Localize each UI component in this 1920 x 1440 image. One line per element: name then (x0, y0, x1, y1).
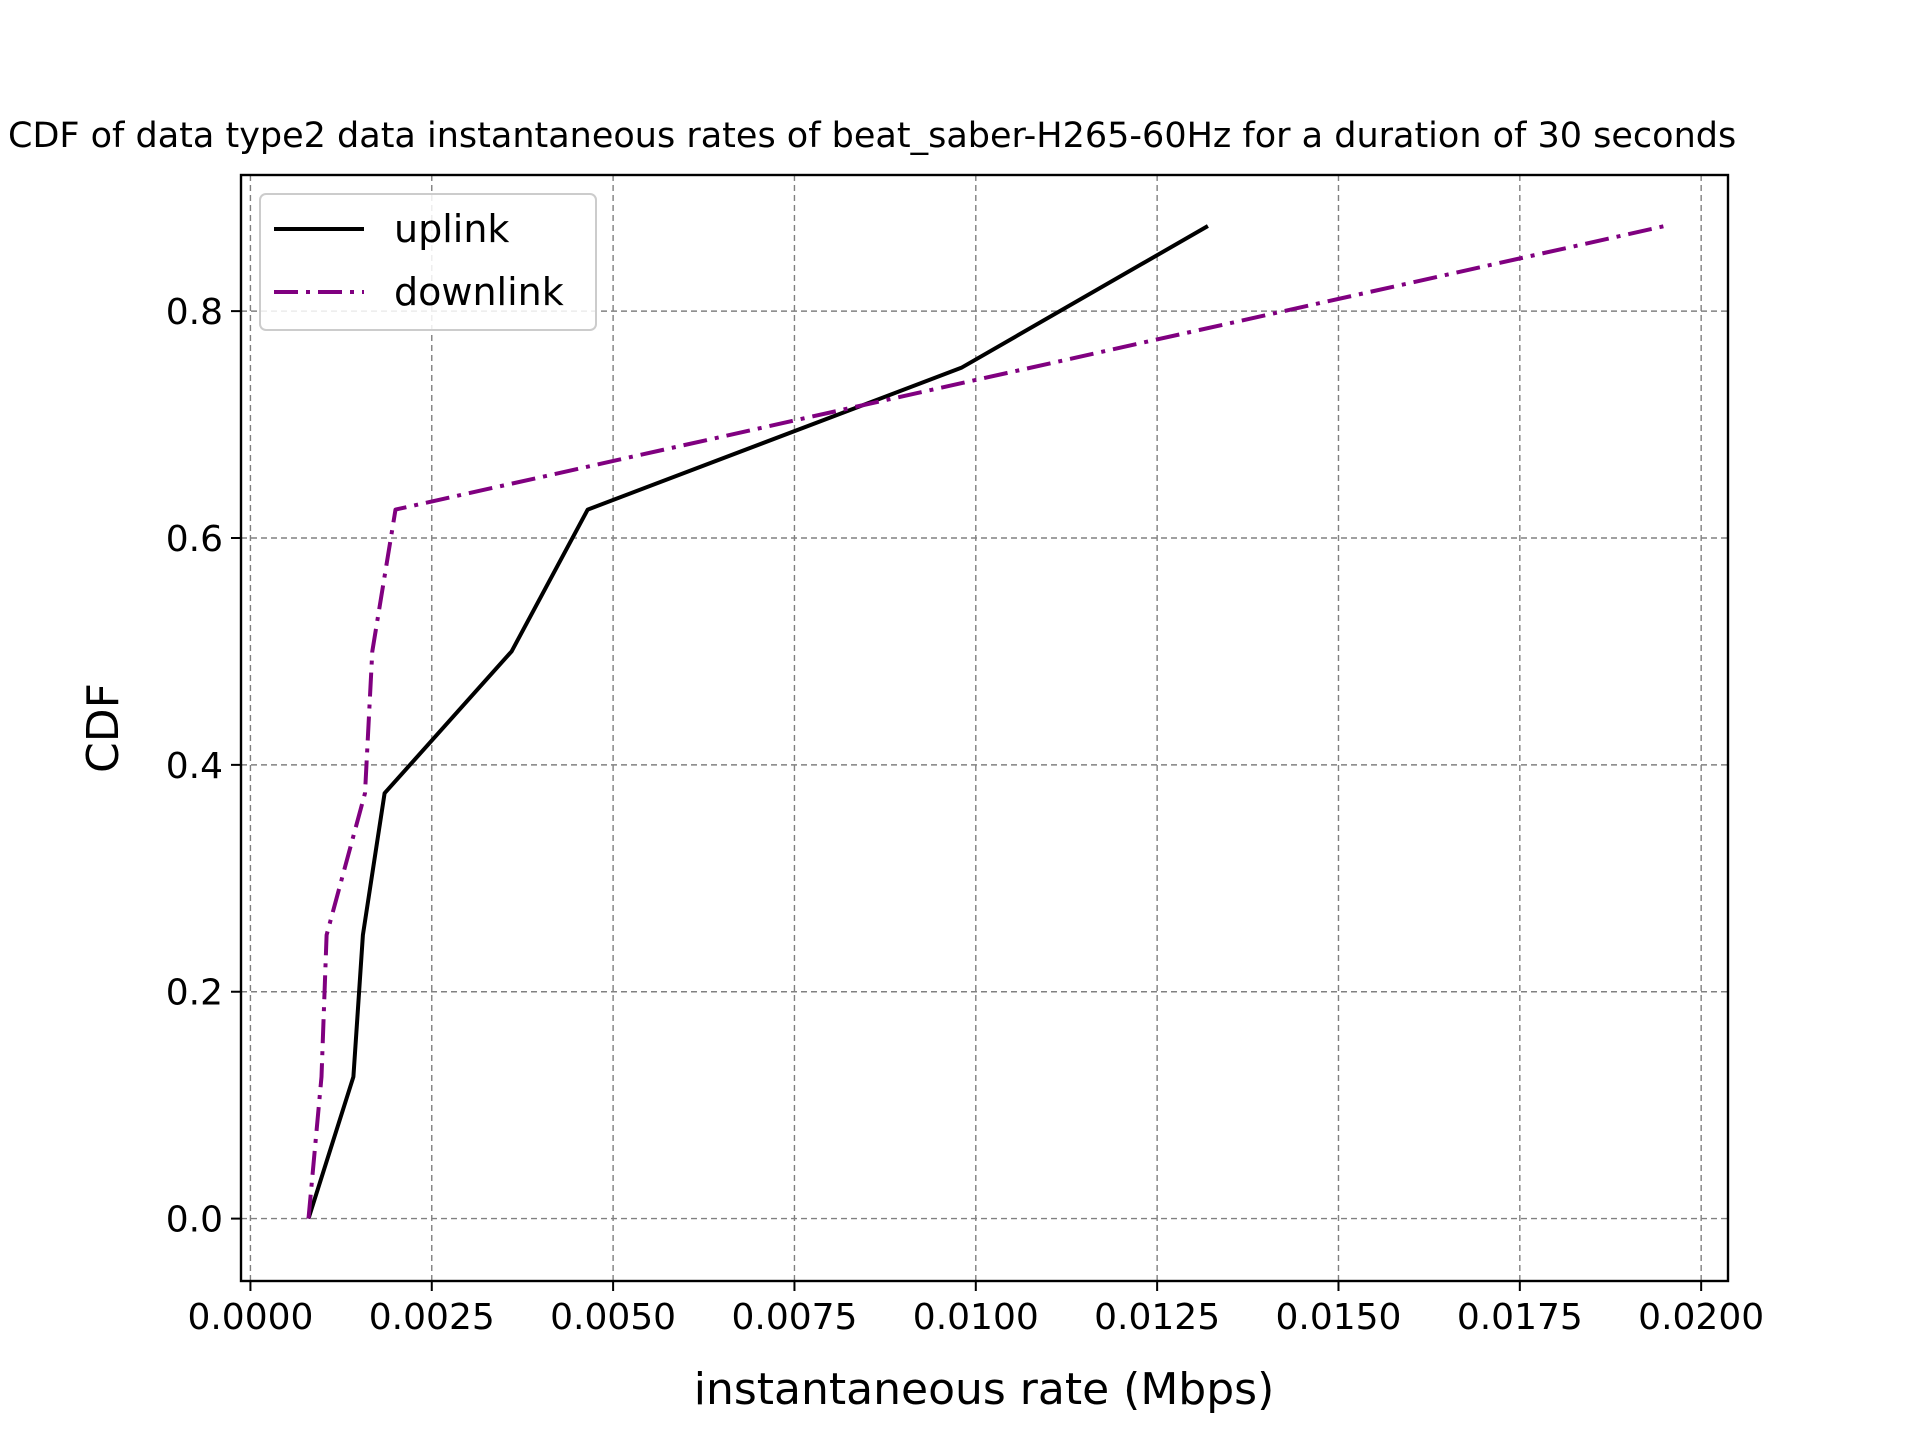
series-line-uplink (306, 224, 1209, 1220)
x-tick-label: 0.0150 (1275, 1297, 1401, 1338)
chart-title: CDF of data type2 data instantaneous rat… (8, 116, 1736, 156)
plot-frame (239, 173, 1730, 1283)
x-tick-label: 0.0200 (1638, 1297, 1764, 1338)
series-line-downlink (306, 224, 1666, 1219)
y-tick-label: 0.8 (166, 292, 223, 333)
x-tick-label: 0.0025 (369, 1297, 495, 1338)
legend: uplink downlink (259, 193, 597, 331)
grid-lines (241, 175, 1728, 1281)
y-tick-label: 0.6 (166, 519, 223, 560)
x-tick-label: 0.0050 (550, 1297, 676, 1338)
x-axis-label: instantaneous rate (Mbps) (694, 1364, 1274, 1415)
y-tick-label: 0.0 (166, 1200, 223, 1241)
x-tick-label: 0.0175 (1457, 1297, 1583, 1338)
y-tick-label: 0.4 (166, 746, 223, 787)
axis-ticks: 0.0000 0.0025 0.0050 0.0075 0.0100 0.0125 0.01… (166, 292, 1764, 1338)
legend-label-uplink: uplink (394, 207, 509, 251)
y-tick-label: 0.2 (166, 973, 223, 1014)
series-lines (306, 224, 1666, 1220)
x-tick-label: 0.0125 (1094, 1297, 1220, 1338)
x-tick-label: 0.0100 (913, 1297, 1039, 1338)
y-axis-label: CDF (78, 683, 129, 773)
x-tick-label: 0.0000 (187, 1297, 313, 1338)
legend-label-downlink: downlink (394, 270, 564, 314)
x-tick-label: 0.0075 (731, 1297, 857, 1338)
